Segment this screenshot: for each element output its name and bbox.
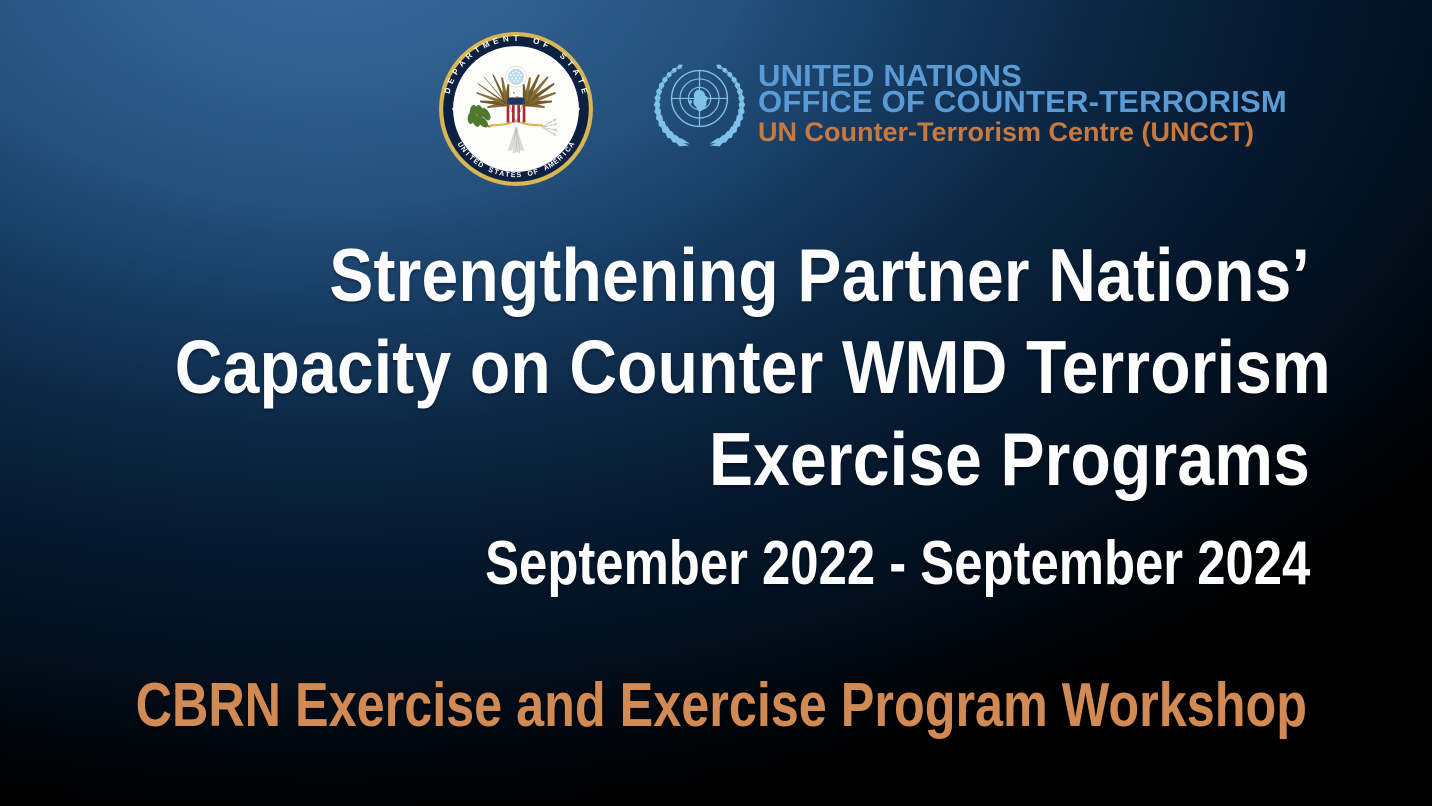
svg-text:E: E: [511, 172, 516, 179]
svg-text:S: S: [516, 172, 521, 179]
svg-text:T: T: [514, 34, 519, 43]
